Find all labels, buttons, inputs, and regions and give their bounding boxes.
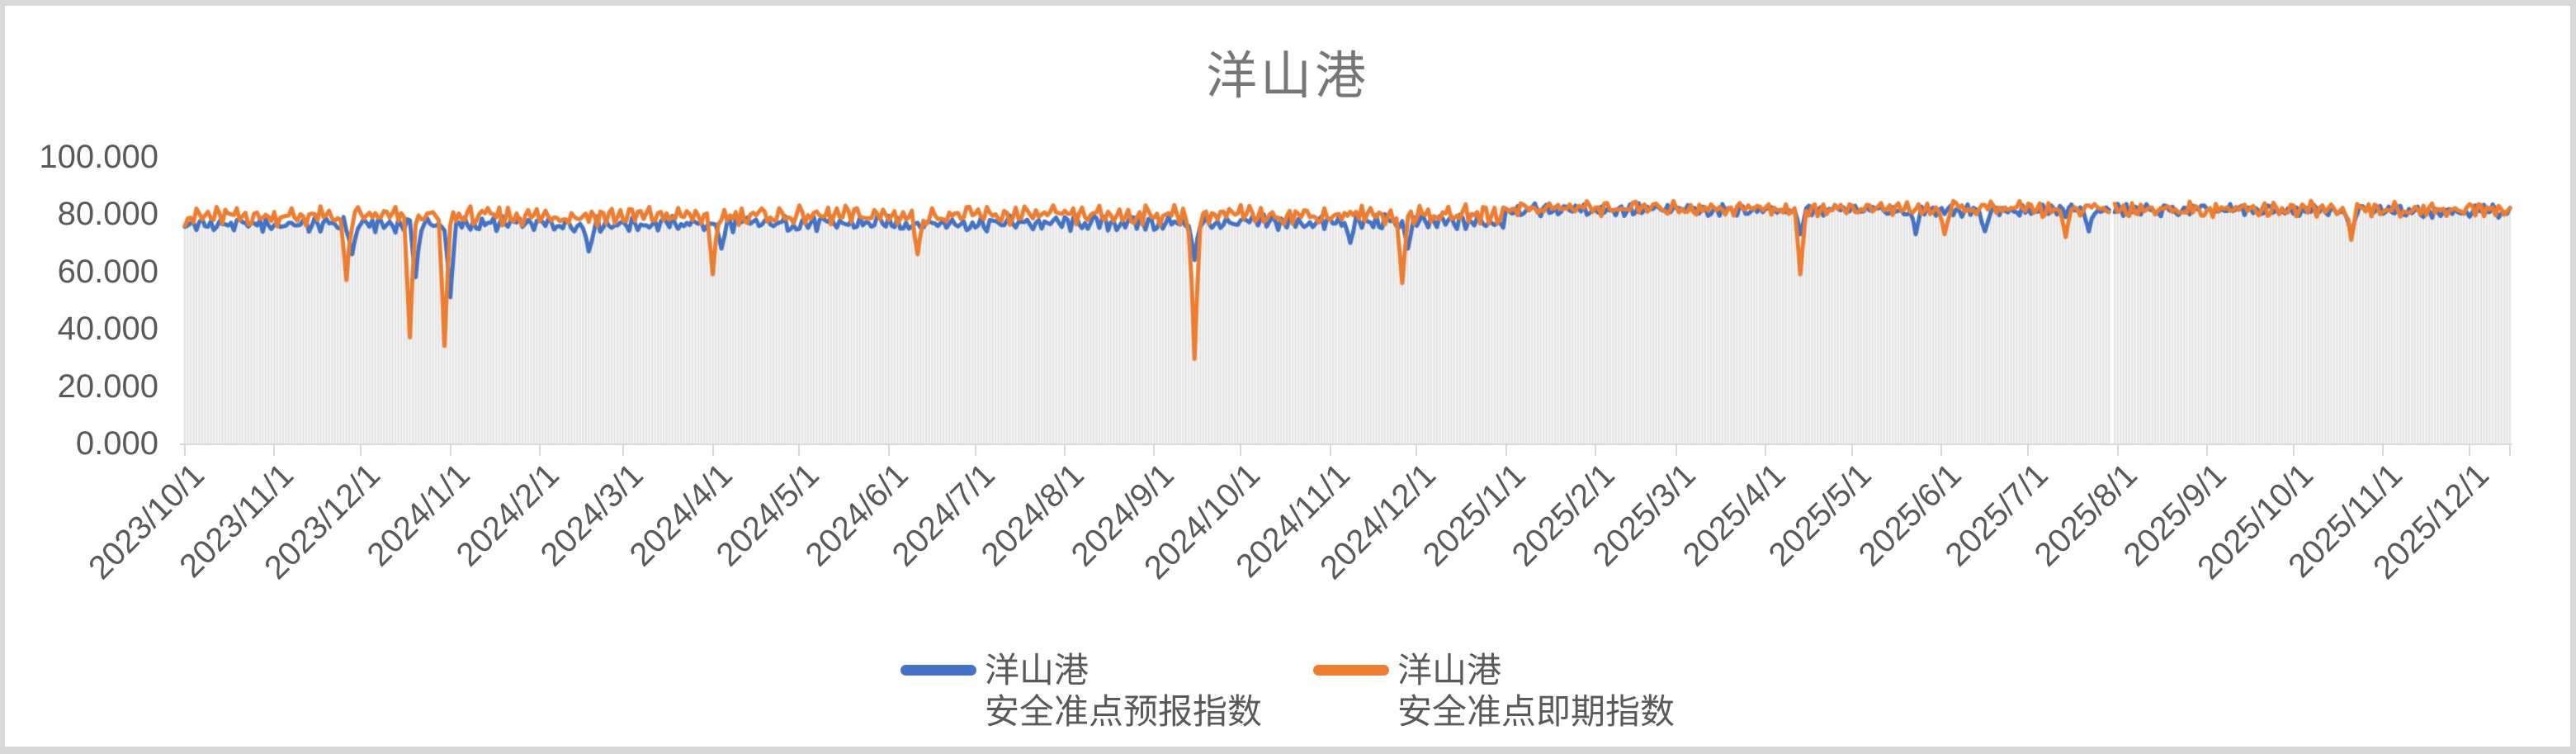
x-axis-tick xyxy=(1153,443,1156,456)
legend-item-forecast: 洋山港 安全准点预报指数 xyxy=(900,650,1262,733)
y-axis-label: 80.000 xyxy=(57,196,158,233)
x-axis-tick xyxy=(2206,443,2209,456)
legend-label-spot: 洋山港 安全准点即期指数 xyxy=(1397,650,1675,733)
y-axis-label: 40.000 xyxy=(57,311,158,348)
x-axis-tick xyxy=(184,443,186,456)
spot-line-swatch-icon xyxy=(1313,665,1389,676)
x-axis-tick xyxy=(2469,443,2471,456)
x-axis-tick xyxy=(2027,443,2030,456)
x-axis-tick xyxy=(1329,443,1331,456)
legend-label-line1: 洋山港 xyxy=(984,651,1089,690)
y-axis-label: 0.000 xyxy=(75,425,158,462)
x-axis-tick xyxy=(1675,443,1677,456)
chart-title: 洋山港 xyxy=(1205,48,1369,105)
chart-frame: 洋山港 100.000 80.000 60.000 40.000 20.000 0.000… xyxy=(5,6,2570,747)
legend-label-forecast: 洋山港 安全准点预报指数 xyxy=(985,650,1262,733)
x-axis-tick xyxy=(887,443,890,456)
legend-label-line1: 洋山港 xyxy=(1397,651,1502,690)
x-axis-tick xyxy=(2509,443,2511,456)
legend-item-spot: 洋山港 安全准点即期指数 xyxy=(1313,650,1675,733)
x-axis-tick xyxy=(1595,443,1597,456)
legend-label-line2: 安全准点预报指数 xyxy=(984,692,1262,731)
x-axis-tick xyxy=(1765,443,1767,456)
y-axis-label: 60.000 xyxy=(57,253,158,290)
x-axis-tick xyxy=(2116,443,2119,456)
x-axis-line xyxy=(180,443,2512,445)
x-axis-tick xyxy=(1416,443,1418,456)
x-axis-tick xyxy=(1063,443,1066,456)
legend-label-line2: 安全准点即期指数 xyxy=(1397,692,1676,731)
x-axis-tick xyxy=(360,443,362,456)
x-axis-tick xyxy=(538,443,541,456)
y-axis-label: 100.000 xyxy=(39,139,158,175)
x-axis-tick xyxy=(1851,443,1854,456)
x-axis-tick xyxy=(1505,443,1507,456)
x-axis-tick xyxy=(2292,443,2295,456)
x-axis-tick xyxy=(1940,443,1943,456)
x-axis-tick xyxy=(974,443,976,456)
legend: 洋山港 安全准点预报指数 洋山港 安全准点即期指数 xyxy=(5,650,2570,733)
x-axis-tick xyxy=(711,443,714,456)
x-axis-tick xyxy=(273,443,276,456)
y-axis-label: 20.000 xyxy=(57,368,158,405)
x-axis-tick xyxy=(449,443,451,456)
x-axis-tick xyxy=(798,443,801,456)
plot-area xyxy=(180,146,2512,445)
x-axis-tick xyxy=(622,443,625,456)
x-axis-tick xyxy=(1240,443,1242,456)
forecast-line-swatch-icon xyxy=(900,665,976,676)
x-axis-tick xyxy=(2382,443,2385,456)
